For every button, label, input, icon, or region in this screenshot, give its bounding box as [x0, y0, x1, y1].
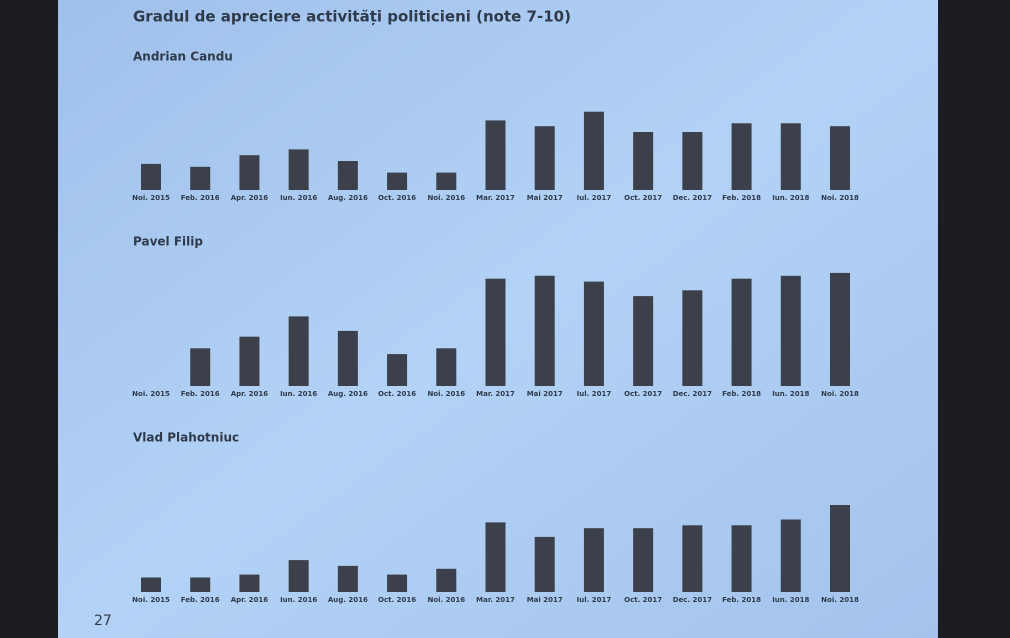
- x-tick-label: Feb. 2016: [181, 596, 220, 604]
- x-tick-label: Dec. 2017: [673, 194, 712, 202]
- bar: [288, 316, 309, 386]
- bar: [288, 149, 309, 190]
- bar: [337, 330, 358, 386]
- x-tick-label: Noi. 2018: [821, 390, 859, 398]
- x-tick-label: Iun. 2018: [772, 596, 809, 604]
- x-tick-label: Feb. 2018: [722, 194, 761, 202]
- bar: [436, 568, 457, 592]
- bar: [485, 522, 506, 592]
- x-tick-label: Feb. 2018: [722, 390, 761, 398]
- x-tick-label: Mar. 2017: [476, 390, 515, 398]
- x-tick-label: Iun. 2018: [772, 390, 809, 398]
- bar: [436, 348, 457, 386]
- x-tick-label: Apr. 2016: [231, 596, 269, 604]
- x-tick-label: Iul. 2017: [577, 390, 612, 398]
- x-tick-label: Oct. 2017: [624, 194, 662, 202]
- bar: [387, 354, 408, 386]
- x-tick-label: Noi. 2015: [132, 390, 170, 398]
- x-tick-label: Mai 2017: [527, 596, 563, 604]
- bar: [682, 132, 703, 190]
- bar: [485, 120, 506, 190]
- bar: [583, 111, 604, 190]
- x-tick-label: Mai 2017: [527, 194, 563, 202]
- bar: [190, 348, 211, 386]
- x-tick-label: Mar. 2017: [476, 194, 515, 202]
- x-tick-label: Noi. 2016: [427, 194, 465, 202]
- bar: [731, 525, 752, 592]
- bar: [583, 528, 604, 592]
- x-tick-label: Oct. 2016: [378, 194, 416, 202]
- x-tick-label: Aug. 2016: [328, 194, 368, 202]
- bar: [239, 574, 260, 592]
- x-tick-label: Apr. 2016: [231, 390, 269, 398]
- x-tick-label: Iun. 2016: [280, 390, 317, 398]
- chart-title: Vlad Plahotniuc: [133, 431, 239, 445]
- bar: [583, 281, 604, 386]
- bar: [288, 560, 309, 592]
- x-tick-label: Noi. 2016: [427, 390, 465, 398]
- x-tick-label: Aug. 2016: [328, 596, 368, 604]
- x-tick-label: Mai 2017: [527, 390, 563, 398]
- bar: [534, 126, 555, 190]
- bar: [830, 505, 850, 592]
- bar: [780, 123, 801, 190]
- x-tick-label: Noi. 2018: [821, 596, 859, 604]
- bar: [239, 155, 260, 190]
- bar: [436, 172, 457, 190]
- x-tick-label: Aug. 2016: [328, 390, 368, 398]
- bar: [534, 536, 555, 592]
- x-tick-label: Oct. 2017: [624, 596, 662, 604]
- x-tick-label: Oct. 2017: [624, 390, 662, 398]
- bar: [682, 290, 703, 386]
- x-tick-label: Feb. 2016: [181, 194, 220, 202]
- x-tick-label: Apr. 2016: [231, 194, 269, 202]
- bar: [337, 565, 358, 592]
- bar: [633, 132, 654, 190]
- x-tick-label: Dec. 2017: [673, 390, 712, 398]
- bar: [682, 525, 703, 592]
- bar: [141, 163, 161, 190]
- bar: [190, 166, 211, 190]
- x-tick-label: Feb. 2018: [722, 596, 761, 604]
- bar: [780, 519, 801, 592]
- bar: [731, 278, 752, 386]
- x-tick-label: Iun. 2016: [280, 596, 317, 604]
- bar: [731, 123, 752, 190]
- bar: [387, 172, 408, 190]
- x-tick-label: Noi. 2015: [132, 194, 170, 202]
- bar: [485, 278, 506, 386]
- bar: [239, 336, 260, 386]
- page-number: 27: [94, 613, 112, 629]
- bar: [337, 161, 358, 190]
- bar: [190, 577, 211, 592]
- x-tick-label: Feb. 2016: [181, 390, 220, 398]
- x-tick-label: Mar. 2017: [476, 596, 515, 604]
- x-tick-label: Iul. 2017: [577, 194, 612, 202]
- bar: [830, 272, 850, 386]
- x-tick-label: Iun. 2016: [280, 194, 317, 202]
- bar: [534, 275, 555, 386]
- bar: [830, 126, 850, 190]
- bar: [633, 296, 654, 386]
- bar: [633, 528, 654, 592]
- chart-title: Pavel Filip: [133, 235, 203, 249]
- x-tick-label: Oct. 2016: [378, 390, 416, 398]
- slide-title: Gradul de apreciere activități politicie…: [133, 8, 571, 26]
- x-tick-label: Noi. 2015: [132, 596, 170, 604]
- bar: [387, 574, 408, 592]
- x-tick-label: Iul. 2017: [577, 596, 612, 604]
- chart-title: Andrian Candu: [133, 50, 233, 64]
- x-tick-label: Noi. 2016: [427, 596, 465, 604]
- x-tick-label: Iun. 2018: [772, 194, 809, 202]
- x-tick-label: Noi. 2018: [821, 194, 859, 202]
- bar: [780, 275, 801, 386]
- x-tick-label: Dec. 2017: [673, 596, 712, 604]
- bar: [141, 577, 161, 592]
- x-tick-label: Oct. 2016: [378, 596, 416, 604]
